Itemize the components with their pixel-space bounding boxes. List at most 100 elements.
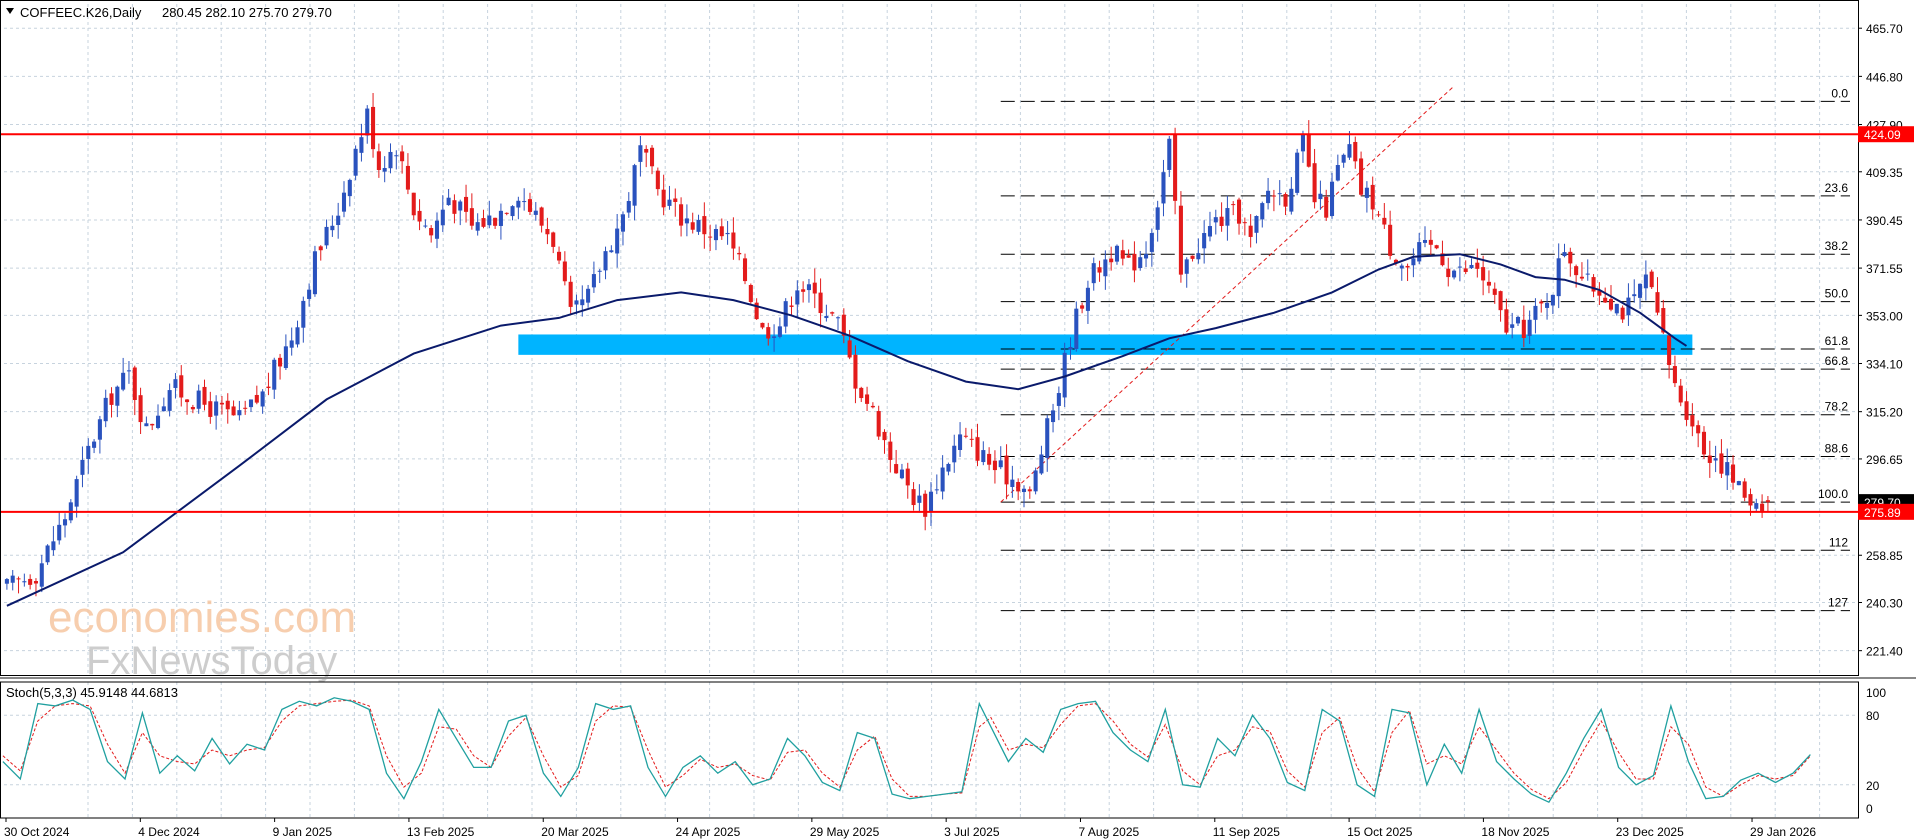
candle-body <box>1713 458 1718 461</box>
candle-body <box>1004 455 1009 485</box>
candle-body <box>1492 288 1497 295</box>
candle-body <box>742 258 748 282</box>
candle-body <box>411 192 416 216</box>
candle-body <box>1521 319 1526 338</box>
candle-body <box>132 367 137 400</box>
candle-body <box>1051 410 1056 423</box>
x-tick-label: 29 Jan 2026 <box>1750 825 1816 839</box>
candle-body <box>835 317 841 319</box>
candle-body <box>539 207 544 226</box>
candle-body <box>766 327 771 339</box>
candle-body <box>940 467 945 492</box>
candle-body <box>382 168 387 172</box>
candle-body <box>388 151 393 169</box>
candle-body <box>1010 479 1015 487</box>
dropdown-triangle-icon[interactable] <box>6 8 14 14</box>
candle-body <box>1056 393 1061 406</box>
candle-body <box>1190 255 1195 259</box>
candle-body <box>713 229 718 241</box>
candle-body <box>1748 494 1753 506</box>
candle-body <box>1271 195 1276 197</box>
candle-body <box>824 315 829 319</box>
candle-body <box>812 282 817 294</box>
candle-body <box>295 327 300 345</box>
candle-body <box>1033 470 1038 492</box>
candle-body <box>1591 277 1596 292</box>
candle-body <box>1300 134 1305 152</box>
candle-body <box>458 201 463 211</box>
candle-body <box>1068 346 1073 350</box>
candle-body <box>1045 418 1050 458</box>
candle-body <box>283 346 288 369</box>
candle-body <box>138 395 143 423</box>
candle-body <box>365 108 370 136</box>
candle-body <box>1277 193 1282 195</box>
y-tick-label: 353.00 <box>1866 309 1903 323</box>
candle-body <box>28 578 33 585</box>
symbol-label: COFFEEC.K26,Daily <box>20 5 142 20</box>
candle-body <box>1364 187 1369 198</box>
candle-body <box>324 226 329 246</box>
candle-body <box>638 145 643 162</box>
candle-body <box>1178 205 1183 275</box>
fibonacci-levels: 0.0 23.6 38.2 50.0 61.8 66.8 78.2 88.6 100.0 112 1… <box>1000 86 1850 612</box>
fib-level-label: 61.8 <box>1825 334 1849 348</box>
candle-body <box>1109 258 1114 263</box>
candle-body <box>394 155 399 157</box>
candle-body <box>987 453 992 465</box>
candle-body <box>1422 239 1428 243</box>
candle-body <box>1678 385 1683 403</box>
time-axis: 30 Oct 2024 4 Dec 2024 9 Jan 2025 13 Feb 20… <box>4 818 1816 839</box>
fib-level-label: 38.2 <box>1825 239 1849 253</box>
candle-body <box>876 411 881 437</box>
candle-body <box>1341 154 1346 163</box>
fib-level-label: 0.0 <box>1831 86 1848 100</box>
fib-level-label: 100.0 <box>1818 487 1848 501</box>
candle-body <box>992 460 997 471</box>
candle-body <box>434 220 440 239</box>
candle-body <box>1486 281 1491 286</box>
candle-body <box>1411 258 1416 266</box>
candle-body <box>975 437 980 461</box>
candle-body <box>667 199 672 206</box>
candle-body <box>841 314 846 336</box>
y-tick-label: 240.30 <box>1866 597 1903 611</box>
candle-body <box>806 284 811 291</box>
candle-body <box>190 406 195 410</box>
candle-body <box>1760 503 1765 511</box>
candle-body <box>493 217 498 226</box>
candle-body <box>696 219 701 232</box>
candles <box>4 93 1770 597</box>
candle-body <box>1539 301 1544 304</box>
candle-body <box>865 394 870 404</box>
candle-body <box>894 464 899 474</box>
candle-body <box>1138 257 1143 269</box>
y-tick-label: 446.80 <box>1866 70 1903 84</box>
candle-body <box>1452 270 1457 278</box>
candle-body <box>1568 251 1573 264</box>
candle-body <box>440 209 445 226</box>
candle-body <box>1039 454 1044 474</box>
candle-body <box>952 445 957 463</box>
candle-body <box>219 402 224 405</box>
candle-body <box>946 463 951 472</box>
candle-body <box>818 292 823 314</box>
candle-body <box>737 252 742 255</box>
candle-body <box>1667 335 1672 366</box>
candle-body <box>1417 242 1422 262</box>
candle-body <box>591 274 596 288</box>
candle-body <box>1021 488 1027 493</box>
candle-body <box>673 198 678 202</box>
candle-body <box>969 438 974 440</box>
y-tick-label: 221.40 <box>1866 645 1903 659</box>
candle-body <box>1527 319 1532 336</box>
moving-average <box>6 253 1688 607</box>
candle-body <box>527 199 533 212</box>
candle-body <box>1649 271 1654 288</box>
candle-body <box>1399 265 1404 269</box>
candle-body <box>522 201 527 203</box>
candle-body <box>1597 290 1602 296</box>
stoch-y-tick-label: 20 <box>1866 779 1880 793</box>
moving-average-line <box>6 253 1688 607</box>
